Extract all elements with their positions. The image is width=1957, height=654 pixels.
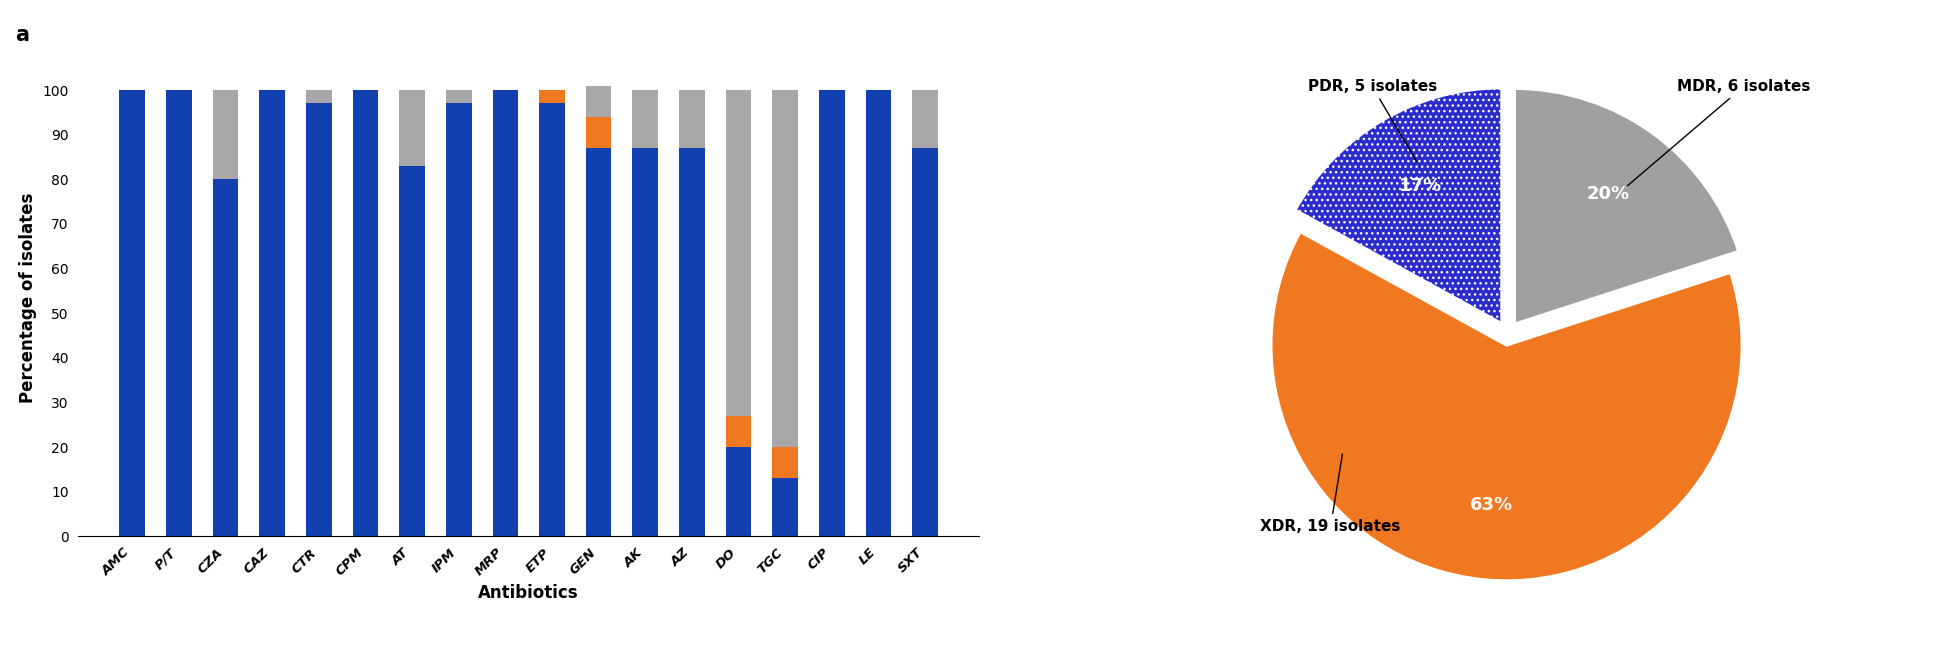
Bar	[213, 179, 239, 536]
Bar	[166, 90, 192, 536]
Text: 63%: 63%	[1470, 496, 1513, 513]
Bar	[632, 148, 658, 536]
Wedge shape	[1515, 88, 1738, 324]
Text: a: a	[16, 26, 29, 45]
Bar	[538, 90, 564, 103]
Bar	[726, 416, 751, 447]
Bar	[585, 86, 611, 117]
Bar	[912, 148, 937, 536]
Text: PDR, 5 isolates: PDR, 5 isolates	[1307, 79, 1436, 162]
Bar	[305, 90, 331, 103]
Bar	[773, 90, 798, 447]
Bar	[679, 148, 705, 536]
Bar	[493, 90, 519, 536]
Bar	[773, 447, 798, 478]
Bar	[865, 90, 890, 536]
Bar	[679, 90, 705, 148]
Bar	[446, 90, 472, 103]
Bar	[818, 90, 843, 536]
Bar	[305, 103, 331, 536]
Bar	[726, 447, 751, 536]
X-axis label: Antibiotics: Antibiotics	[478, 584, 579, 602]
Bar	[399, 90, 425, 166]
Bar	[213, 90, 239, 179]
Wedge shape	[1270, 232, 1742, 581]
Text: 17%: 17%	[1397, 177, 1440, 195]
Text: XDR, 19 isolates: XDR, 19 isolates	[1260, 454, 1399, 534]
Text: MDR, 6 isolates: MDR, 6 isolates	[1626, 79, 1810, 186]
Bar	[773, 478, 798, 536]
Bar	[585, 148, 611, 536]
Bar	[585, 117, 611, 148]
Bar	[446, 103, 472, 536]
Bar	[258, 90, 284, 536]
Y-axis label: Percentage of isolates: Percentage of isolates	[20, 192, 37, 403]
Bar	[912, 90, 937, 148]
Text: 20%: 20%	[1587, 186, 1630, 203]
Bar	[352, 90, 378, 536]
Bar	[632, 90, 658, 148]
Bar	[538, 103, 564, 536]
Bar	[726, 90, 751, 416]
Bar	[399, 166, 425, 536]
Wedge shape	[1296, 88, 1501, 324]
Bar	[119, 90, 145, 536]
